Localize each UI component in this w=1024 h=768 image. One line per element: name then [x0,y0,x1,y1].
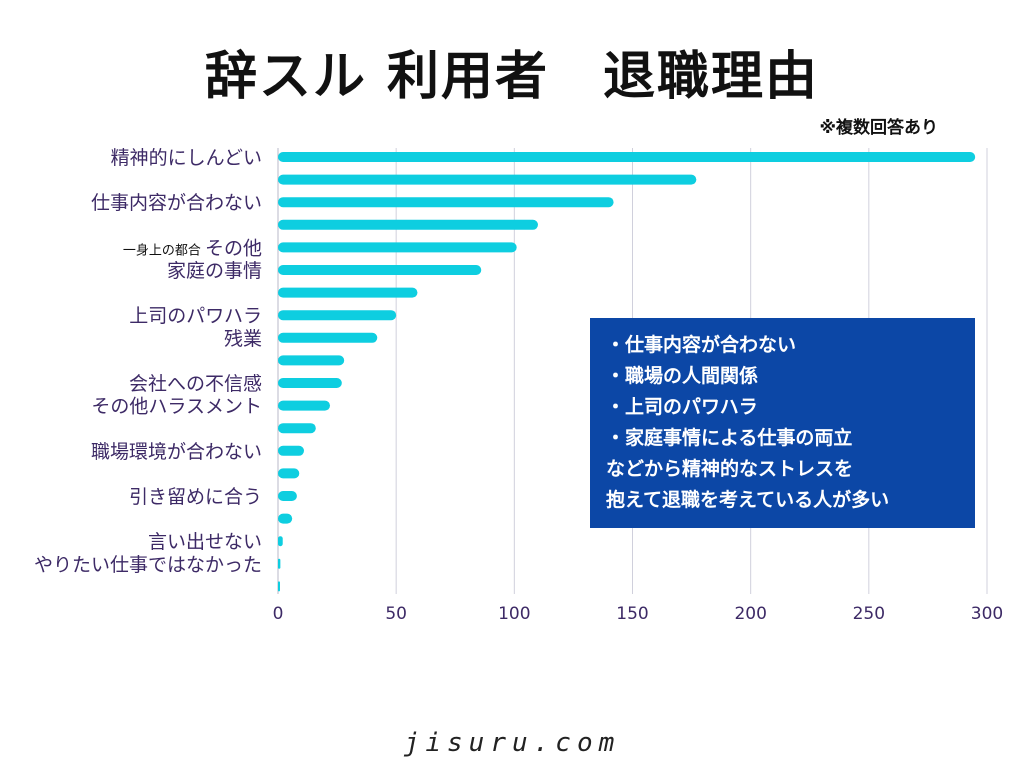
category-label: 家庭の事情 [167,260,262,282]
category-label: 一身上の都合 その他 [123,237,262,259]
bar [278,536,283,547]
callout-item: ・上司のパワハラ [606,396,758,418]
site-footer-url: jisuru.com [403,728,621,758]
x-tick-label: 100 [498,604,530,624]
callout-box: ・仕事内容が合わない ・職場の人間関係 ・上司のパワハラ ・家庭事情による仕事の… [590,318,975,528]
category-label: 会社への不信感 [129,373,262,395]
x-tick-label: 50 [385,604,407,624]
category-label: 言い出せない [148,531,262,553]
bar [278,287,418,298]
bar [278,491,297,501]
x-tick-label: 150 [616,604,648,624]
bar-layer [278,152,976,592]
x-tick-label: 300 [971,604,1003,624]
bar [278,423,316,434]
category-label: 上司のパワハラ [129,305,262,327]
category-label: 仕事内容が合わない [91,192,262,214]
bar [278,445,304,456]
bar [278,581,280,592]
callout-item: ・仕事内容が合わない [606,334,797,356]
category-label: 残業 [224,328,262,350]
callout-summary-line: などから精神的なストレスを [606,458,854,480]
multiple-answers-note: ※複数回答あり [819,118,938,138]
bar [278,152,976,162]
x-tick-label: 250 [853,604,885,624]
bar [278,265,482,275]
bar [278,513,293,524]
bar [278,400,330,411]
category-label: その他ハラスメント [91,396,262,418]
bar [278,355,345,366]
category-label: 精神的にしんどい [111,147,262,169]
chart-title: 辞スル 利用者 退職理由 [204,47,820,107]
callout-item: ・家庭事情による仕事の両立 [606,427,853,449]
bar [278,310,397,321]
callout-summary-line: 抱えて退職を考えている人が多い [606,489,890,511]
x-tick-label: 0 [273,604,284,624]
x-tick-layer: 0 50 100 150 200 250 300 [273,604,1004,624]
bar [278,242,517,253]
bar [278,468,300,479]
bar [278,378,342,388]
bar [278,558,281,569]
bar [278,219,538,230]
bar [278,174,697,185]
category-label: やりたい仕事ではなかった [34,554,262,576]
bar [278,197,614,208]
category-label: 引き留めに合う [129,486,262,508]
category-label: 職場環境が合わない [91,441,262,463]
bar [278,332,378,343]
x-tick-label: 200 [734,604,766,624]
callout-item: ・職場の人間関係 [606,365,759,387]
